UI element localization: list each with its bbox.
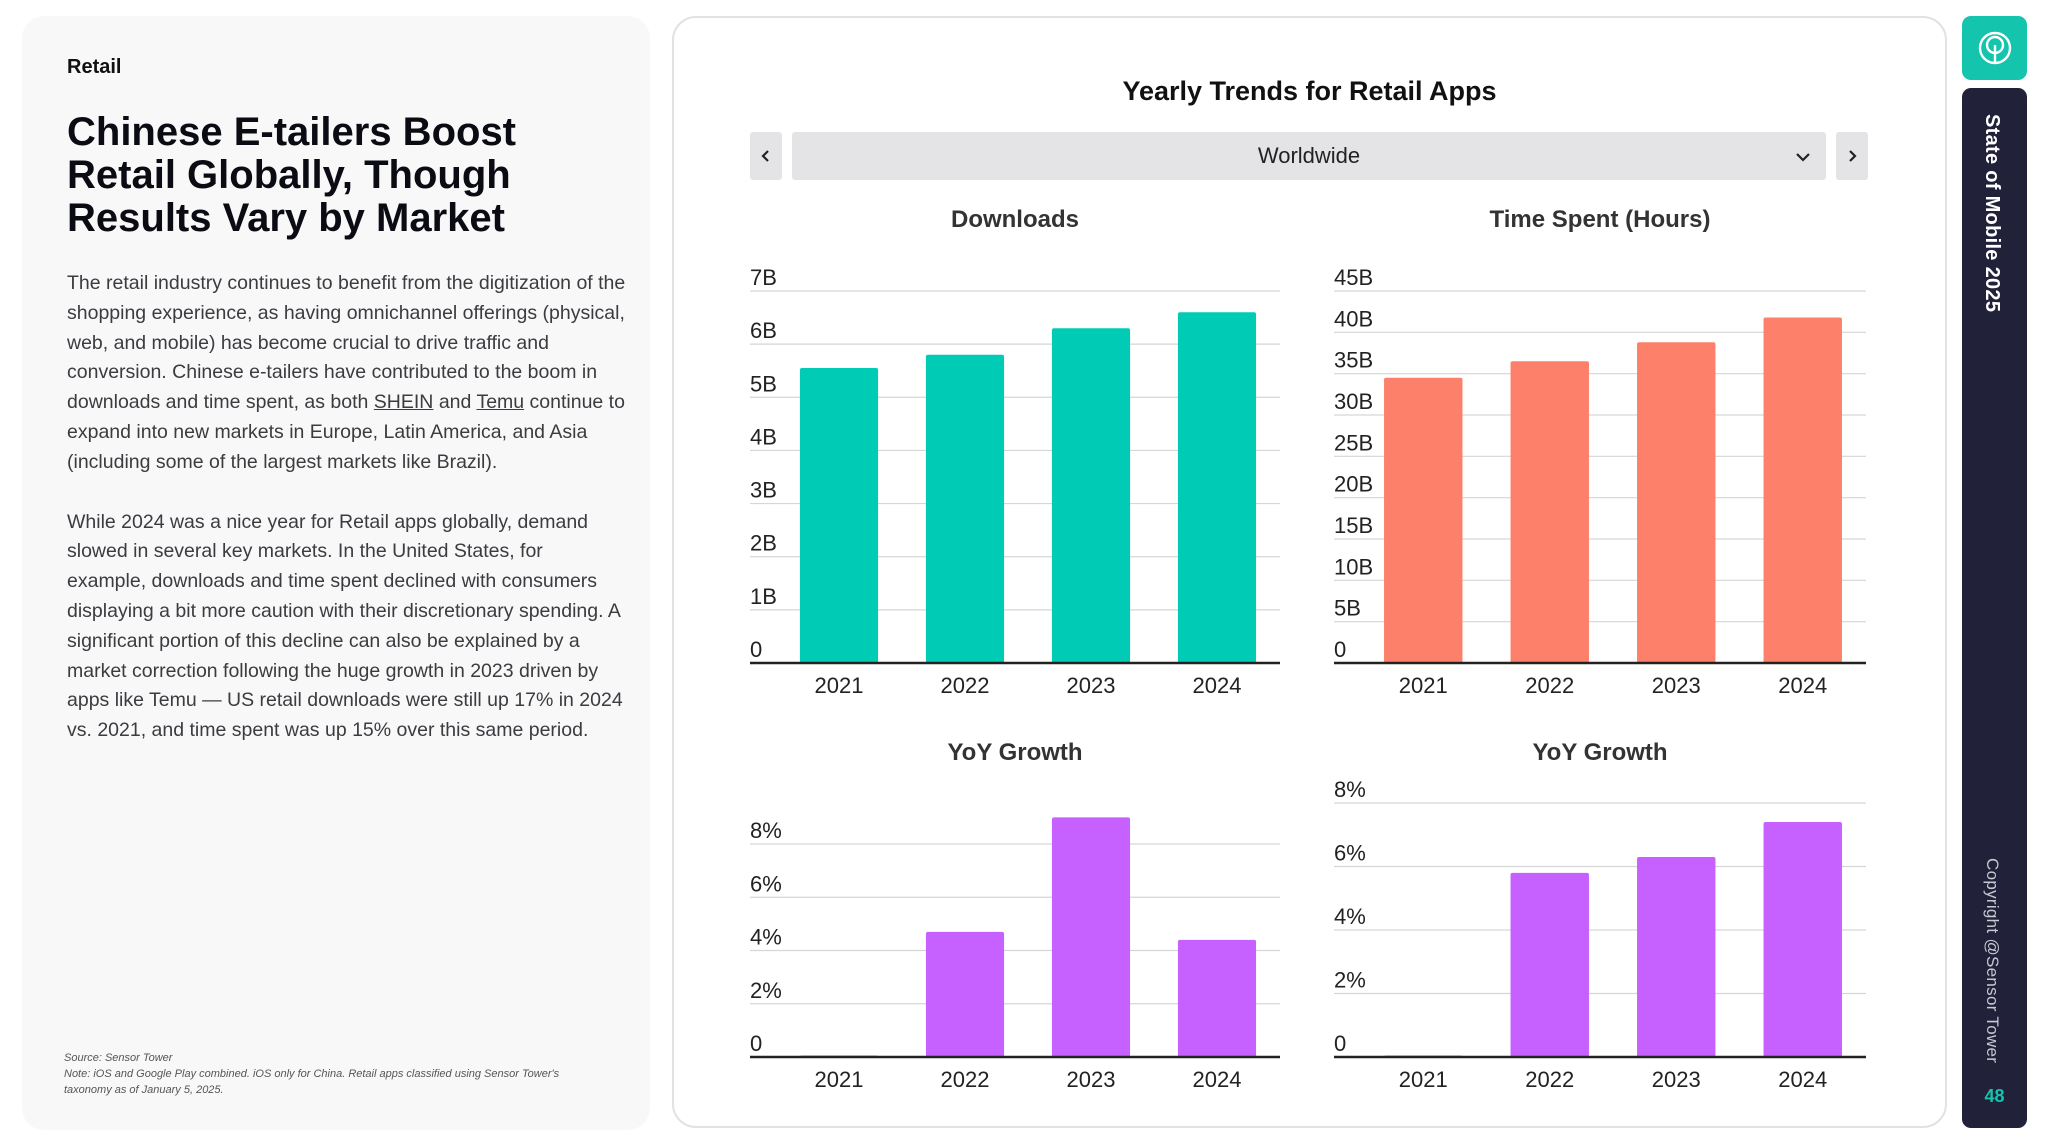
region-select[interactable]: Worldwide [792, 132, 1826, 180]
downloads_yoy-y-tick-label: 8% [750, 818, 782, 843]
paragraph-1-part-c: continue to expand into new markets in E… [67, 391, 625, 473]
source-line: Source: Sensor Tower [64, 1052, 173, 1064]
previous-button[interactable] [750, 132, 782, 180]
downloads-y-tick-label: 1B [750, 584, 777, 609]
sensor-tower-logo-icon [1978, 31, 2011, 65]
time_spent_yoy-y-tick-label: 8% [1334, 777, 1366, 802]
category-label: Retail [67, 56, 122, 78]
downloads-y-tick-label: 2B [750, 531, 777, 556]
downloads_yoy-bar-2023 [1051, 817, 1131, 1057]
time_spent_yoy-x-tick-label: 2021 [1399, 1067, 1448, 1092]
temu-link[interactable]: Temu [476, 391, 525, 414]
downloads-bar-2023 [1051, 328, 1131, 663]
downloads_yoy-x-tick-label: 2022 [941, 1067, 990, 1092]
downloads_yoy-bar-2024 [1177, 939, 1257, 1057]
time_spent-y-tick-label: 30B [1334, 389, 1373, 414]
chevron-left-icon [761, 150, 769, 162]
region-select-value: Worldwide [1257, 143, 1361, 168]
card-title: Yearly Trends for Retail Apps [1122, 76, 1497, 106]
paragraph-1-part-b: and [433, 391, 477, 414]
time_spent_yoy-y-tick-label: 6% [1334, 841, 1366, 866]
downloads_yoy-x-tick-label: 2021 [815, 1067, 864, 1092]
downloads-bar-2021 [799, 368, 879, 663]
copyright-text: Copyright @Sensor Tower [1983, 858, 2002, 1064]
charts-area: Downloads 0 1B 2B 3B 4B 5B 6B 7B 2021 2022 2023 2024… [750, 206, 1866, 1092]
downloads_yoy-y-tick-label: 6% [750, 871, 782, 896]
downloads-x-tick-label: 2023 [1067, 673, 1116, 698]
time_spent_yoy-x-tick-label: 2023 [1652, 1067, 1701, 1092]
downloads-y-tick-label: 0 [750, 637, 762, 662]
downloads-x-tick-label: 2021 [815, 673, 864, 698]
shein-link[interactable]: SHEIN [373, 391, 434, 414]
paragraph-1-part-a: The retail industry continues to benefit… [67, 272, 626, 414]
time_spent-y-tick-label: 15B [1334, 513, 1373, 538]
downloads_yoy-y-tick-label: 4% [750, 925, 782, 950]
note-line: Note: iOS and Google Play combined. iOS … [64, 1068, 560, 1096]
time_spent-y-tick-label: 0 [1334, 637, 1346, 662]
time_spent_yoy-bar-2022 [1510, 872, 1589, 1057]
chevron-right-icon [1849, 150, 1857, 162]
time_spent_yoy-y-tick-label: 4% [1334, 904, 1366, 929]
time_spent-x-tick-label: 2024 [1778, 673, 1827, 698]
time_spent-bar-2021 [1384, 377, 1463, 663]
time_spent-bar-2022 [1510, 361, 1589, 663]
downloads_yoy-x-tick-label: 2024 [1193, 1067, 1242, 1092]
article-body: The retail industry continues to benefit… [67, 269, 627, 776]
downloads_yoy-y-tick-label: 0 [750, 1031, 762, 1056]
downloads-y-tick-label: 4B [750, 424, 777, 449]
time_spent_yoy-chart-title: YoY Growth [1532, 739, 1667, 766]
downloads_yoy-x-tick-label: 2023 [1067, 1067, 1116, 1092]
time_spent-y-tick-label: 5B [1334, 596, 1361, 621]
downloads-y-tick-label: 7B [750, 265, 777, 290]
downloads-chart-title: Downloads [951, 206, 1079, 233]
paragraph-2: While 2024 was a nice year for Retail ap… [67, 510, 623, 742]
time_spent-x-tick-label: 2021 [1399, 673, 1448, 698]
report-title: State of Mobile 2025 [1981, 114, 2003, 313]
time_spent-x-tick-label: 2022 [1525, 673, 1574, 698]
time_spent-y-tick-label: 25B [1334, 430, 1373, 455]
time_spent-y-tick-label: 10B [1334, 554, 1373, 579]
downloads-y-tick-label: 5B [750, 371, 777, 396]
time_spent-bar-2024 [1763, 317, 1842, 663]
chevron-down-icon [1796, 153, 1810, 162]
downloads_yoy-chart-title: YoY Growth [947, 739, 1082, 766]
time_spent-bar-2023 [1637, 342, 1716, 663]
time_spent-chart-title: Time Spent (Hours) [1490, 206, 1711, 233]
time_spent_yoy-bar-2024 [1763, 822, 1842, 1057]
downloads_yoy-bar-2022 [925, 931, 1005, 1057]
paragraph-1: The retail industry continues to benefit… [67, 269, 627, 478]
time_spent_yoy-y-tick-label: 0 [1334, 1031, 1346, 1056]
downloads-y-tick-label: 3B [750, 478, 777, 503]
time_spent-y-tick-label: 45B [1334, 265, 1373, 290]
time_spent-y-tick-label: 20B [1334, 472, 1373, 497]
downloads-y-tick-label: 6B [750, 318, 777, 343]
time_spent_yoy-bar-2023 [1637, 856, 1716, 1057]
source-note: Source: Sensor Tower Note: iOS and Googl… [64, 1050, 604, 1098]
chart-card: Yearly Trends for Retail Apps Worldwide … [672, 16, 1947, 1128]
page-title: Chinese E-tailers Boost Retail Globally,… [67, 110, 517, 240]
report-sidebar: State of Mobile 2025 Copyright @Sensor T… [1962, 88, 2027, 1128]
article-panel: Retail Chinese E-tailers Boost Retail Gl… [22, 16, 650, 1130]
time_spent-y-tick-label: 35B [1334, 348, 1373, 373]
brand-logo-tile[interactable] [1962, 16, 2027, 80]
time_spent_yoy-y-tick-label: 2% [1334, 968, 1366, 993]
time_spent_yoy-x-tick-label: 2024 [1778, 1067, 1827, 1092]
page-number: 48 [1984, 1086, 2005, 1106]
time_spent-x-tick-label: 2023 [1652, 673, 1701, 698]
downloads-bar-2024 [1177, 312, 1257, 663]
downloads-x-tick-label: 2024 [1193, 673, 1242, 698]
time_spent_yoy-x-tick-label: 2022 [1525, 1067, 1574, 1092]
downloads_yoy-y-tick-label: 2% [750, 978, 782, 1003]
time_spent-y-tick-label: 40B [1334, 306, 1373, 331]
downloads-x-tick-label: 2022 [941, 673, 990, 698]
next-button[interactable] [1836, 132, 1868, 180]
downloads-bar-2022 [925, 354, 1005, 663]
